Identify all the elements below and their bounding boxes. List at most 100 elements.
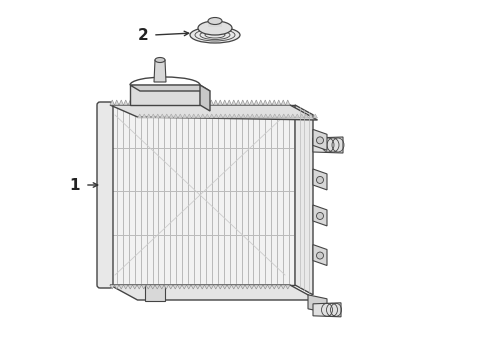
Polygon shape [177, 100, 182, 105]
Polygon shape [219, 114, 223, 118]
Polygon shape [191, 100, 196, 105]
Ellipse shape [155, 58, 165, 63]
Polygon shape [245, 114, 250, 118]
Polygon shape [208, 21, 222, 27]
FancyBboxPatch shape [97, 102, 113, 288]
Polygon shape [254, 285, 259, 289]
Polygon shape [173, 100, 177, 105]
Polygon shape [110, 100, 115, 105]
Polygon shape [142, 285, 146, 289]
Polygon shape [160, 100, 164, 105]
Polygon shape [241, 285, 245, 289]
Polygon shape [264, 114, 268, 118]
Polygon shape [299, 114, 304, 118]
Polygon shape [272, 114, 277, 118]
Polygon shape [236, 100, 241, 105]
Polygon shape [150, 100, 155, 105]
Polygon shape [105, 105, 295, 285]
Polygon shape [313, 129, 327, 150]
Polygon shape [276, 100, 281, 105]
Polygon shape [313, 114, 318, 118]
Ellipse shape [208, 18, 222, 24]
Polygon shape [147, 114, 151, 118]
Polygon shape [254, 100, 259, 105]
Polygon shape [281, 100, 286, 105]
Polygon shape [222, 285, 227, 289]
Polygon shape [119, 285, 123, 289]
Circle shape [317, 252, 323, 259]
Polygon shape [160, 114, 165, 118]
Polygon shape [281, 285, 286, 289]
Polygon shape [128, 100, 132, 105]
Polygon shape [187, 100, 191, 105]
Polygon shape [214, 114, 219, 118]
Polygon shape [245, 285, 249, 289]
Ellipse shape [190, 27, 240, 43]
Polygon shape [204, 100, 209, 105]
Polygon shape [227, 285, 231, 289]
Polygon shape [164, 285, 169, 289]
Polygon shape [142, 114, 147, 118]
Polygon shape [196, 285, 200, 289]
Circle shape [317, 212, 323, 220]
Polygon shape [182, 100, 187, 105]
Polygon shape [132, 285, 137, 289]
Polygon shape [263, 100, 268, 105]
Polygon shape [182, 114, 187, 118]
Polygon shape [295, 114, 299, 118]
Polygon shape [268, 100, 272, 105]
Polygon shape [115, 285, 119, 289]
Polygon shape [295, 105, 313, 295]
Polygon shape [209, 285, 214, 289]
Polygon shape [187, 114, 192, 118]
Polygon shape [286, 114, 291, 118]
Polygon shape [268, 114, 272, 118]
Polygon shape [272, 100, 276, 105]
Polygon shape [160, 285, 164, 289]
Polygon shape [182, 285, 187, 289]
Polygon shape [123, 285, 128, 289]
Polygon shape [236, 285, 241, 289]
Polygon shape [200, 100, 204, 105]
Polygon shape [169, 100, 173, 105]
Polygon shape [205, 114, 210, 118]
Polygon shape [177, 285, 182, 289]
Polygon shape [277, 114, 281, 118]
Polygon shape [130, 85, 200, 105]
Polygon shape [150, 285, 155, 289]
Polygon shape [237, 114, 241, 118]
Polygon shape [115, 100, 119, 105]
Polygon shape [146, 100, 150, 105]
Polygon shape [276, 285, 281, 289]
Polygon shape [232, 114, 237, 118]
Polygon shape [214, 285, 218, 289]
Ellipse shape [198, 21, 232, 35]
Polygon shape [218, 100, 222, 105]
Polygon shape [241, 114, 245, 118]
Polygon shape [223, 114, 227, 118]
Polygon shape [200, 85, 210, 111]
Polygon shape [137, 100, 142, 105]
Polygon shape [249, 285, 254, 289]
Polygon shape [151, 114, 155, 118]
Polygon shape [200, 285, 204, 289]
Polygon shape [155, 285, 160, 289]
Polygon shape [155, 100, 160, 105]
Polygon shape [254, 114, 259, 118]
Polygon shape [132, 100, 137, 105]
Polygon shape [313, 137, 343, 153]
Polygon shape [259, 114, 264, 118]
Polygon shape [187, 285, 191, 289]
Polygon shape [196, 114, 200, 118]
Polygon shape [130, 85, 210, 91]
Polygon shape [286, 285, 290, 289]
Polygon shape [313, 169, 327, 190]
Polygon shape [209, 100, 214, 105]
Polygon shape [164, 100, 169, 105]
Polygon shape [204, 285, 209, 289]
Polygon shape [308, 295, 327, 313]
Polygon shape [231, 285, 236, 289]
Polygon shape [291, 114, 295, 118]
Polygon shape [138, 114, 142, 118]
Polygon shape [227, 100, 231, 105]
